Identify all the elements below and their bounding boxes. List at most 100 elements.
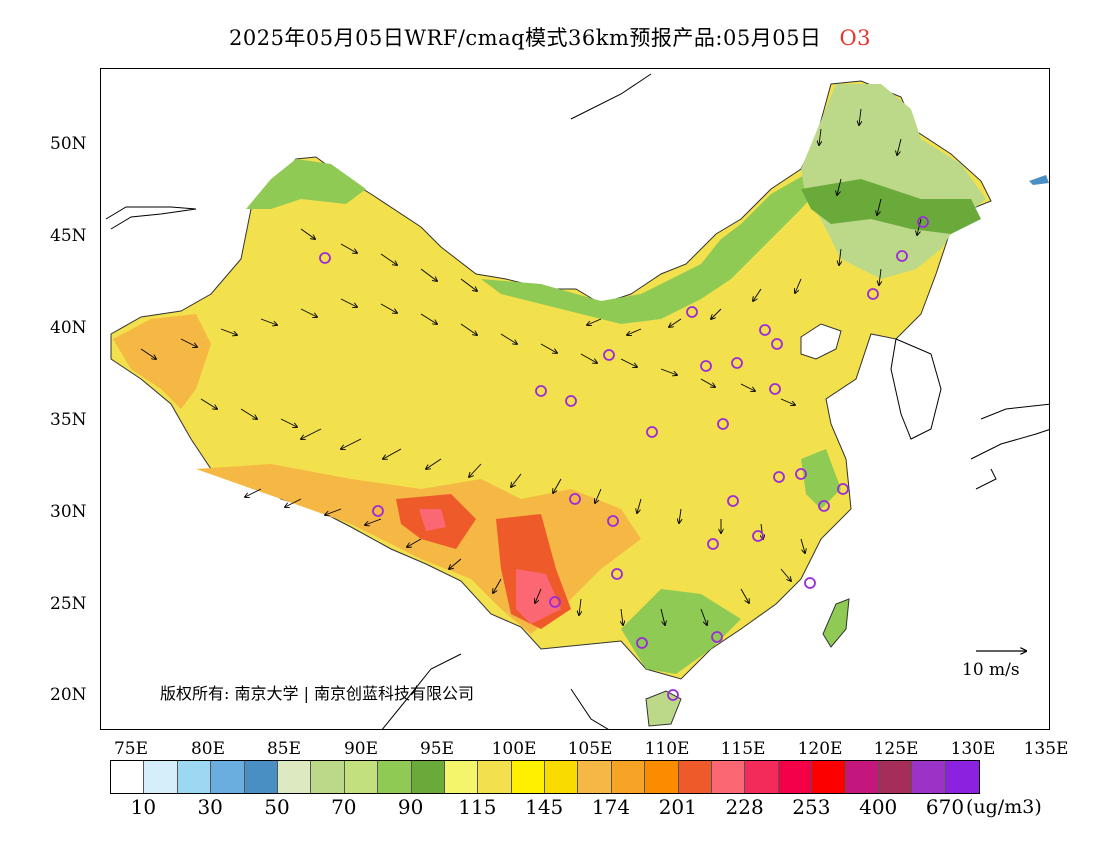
- low-o3-south: [621, 589, 741, 674]
- site-marker: [804, 577, 816, 589]
- lon-label: 135E: [1023, 739, 1069, 759]
- colorbar-swatch: [344, 761, 379, 793]
- lon-label: 75E: [113, 739, 149, 759]
- colorbar-label: 10: [130, 795, 157, 819]
- site-marker: [771, 338, 783, 350]
- site-marker: [711, 631, 723, 643]
- site-marker: [686, 306, 698, 318]
- colorbar-swatch: [444, 761, 479, 793]
- site-marker: [731, 357, 743, 369]
- colorbar-swatch: [778, 761, 813, 793]
- site-marker: [769, 383, 781, 395]
- map-frame: [100, 68, 1050, 730]
- caspian-outline: [105, 206, 197, 230]
- lat-label: 20N: [50, 685, 87, 705]
- japan-outline: [970, 403, 1049, 490]
- colorbar-label: 90: [397, 795, 424, 819]
- site-marker: [607, 515, 619, 527]
- colorbar-swatch: [244, 761, 278, 793]
- site-marker: [535, 385, 547, 397]
- site-marker: [837, 483, 849, 495]
- site-marker: [636, 637, 648, 649]
- high-o3-hotspot-4: [516, 569, 561, 624]
- lon-label: 120E: [797, 739, 843, 759]
- wind-scale-label: 10 m/s: [962, 660, 1020, 680]
- lon-label: 90E: [343, 739, 379, 759]
- colorbar-label: 400: [859, 795, 898, 819]
- colorbar-swatch: [111, 761, 145, 793]
- lon-label: 105E: [567, 739, 613, 759]
- site-marker: [917, 216, 929, 228]
- site-marker: [867, 288, 879, 300]
- lon-label: 115E: [720, 739, 766, 759]
- korea-outline: [890, 338, 942, 440]
- wind-vectors: [140, 108, 922, 625]
- site-marker: [565, 395, 577, 407]
- species-label: O3: [839, 26, 872, 50]
- colorbar-swatch: [211, 761, 245, 793]
- colorbar-swatch: [545, 761, 579, 793]
- colorbar-swatch: [645, 761, 679, 793]
- colorbar-label: 70: [331, 795, 357, 819]
- site-marker: [319, 252, 331, 264]
- map-title: 2025年05月05日WRF/cmaq模式36km预报产品:05月05日 O3: [0, 22, 1100, 52]
- colorbar-swatch: [378, 761, 412, 793]
- lake-ne: [1029, 175, 1049, 185]
- lon-label: 130E: [950, 739, 996, 759]
- site-marker: [795, 468, 807, 480]
- site-marker: [569, 493, 581, 505]
- colorbar-label: 50: [264, 795, 290, 819]
- colorbar-label: 228: [725, 795, 764, 819]
- site-marker: [667, 689, 679, 701]
- copyright-text: 版权所有: 南京大学 | 南京创蓝科技有限公司: [160, 684, 475, 703]
- colorbar-swatch: [912, 761, 946, 793]
- lon-label: 100E: [491, 739, 537, 759]
- colorbar-swatch: [845, 761, 879, 793]
- lat-label: 30N: [50, 502, 87, 522]
- map-canvas: [105, 73, 1049, 729]
- lon-label: 80E: [190, 739, 226, 759]
- site-marker: [707, 538, 719, 550]
- high-o3-west: [113, 314, 211, 409]
- title-text: 2025年05月05日WRF/cmaq模式36km预报产品:05月05日: [228, 26, 822, 50]
- site-marker: [773, 471, 785, 483]
- colorbar-label: 201: [658, 795, 697, 819]
- colorbar-swatch: [812, 761, 846, 793]
- lat-label: 40N: [50, 318, 87, 338]
- lon-label: 85E: [266, 739, 302, 759]
- site-marker: [700, 360, 712, 372]
- site-marker: [818, 500, 830, 512]
- site-marker: [752, 530, 764, 542]
- colorbar-swatch: [611, 761, 646, 793]
- lat-label: 35N: [50, 410, 87, 430]
- site-marker: [896, 250, 908, 262]
- lon-label: 110E: [644, 739, 690, 759]
- lon-label: 125E: [873, 739, 919, 759]
- site-marker: [549, 596, 561, 608]
- colorbar-label: 115: [458, 795, 497, 819]
- sakhalin-outline: [570, 73, 652, 120]
- site-marker: [603, 349, 615, 361]
- colorbar-label: 30: [197, 795, 223, 819]
- taiwan-island: [822, 598, 850, 648]
- site-marker: [611, 568, 623, 580]
- lon-label: 95E: [419, 739, 455, 759]
- hainan-island: [645, 690, 682, 727]
- colorbar-label: 253: [792, 795, 831, 819]
- colorbar-label: 145: [525, 795, 564, 819]
- colorbar-swatch: [311, 761, 345, 793]
- monitoring-sites: [319, 216, 929, 701]
- low-o3-north-belt: [481, 174, 821, 324]
- site-marker: [372, 505, 384, 517]
- colorbar-swatch: [511, 761, 546, 793]
- colorbar-unit: (ug/m3): [966, 796, 1042, 818]
- colorbar-swatch: [578, 761, 612, 793]
- colorbar-label: 670: [925, 795, 965, 819]
- colorbar: [110, 760, 981, 794]
- colorbar-swatch: [712, 761, 746, 793]
- bohai-sea: [800, 323, 842, 360]
- high-o3-hotspot-2: [419, 509, 446, 531]
- colorbar-swatch: [678, 761, 713, 793]
- low-o3-northeast-core: [801, 179, 981, 234]
- colorbar-swatch: [478, 761, 512, 793]
